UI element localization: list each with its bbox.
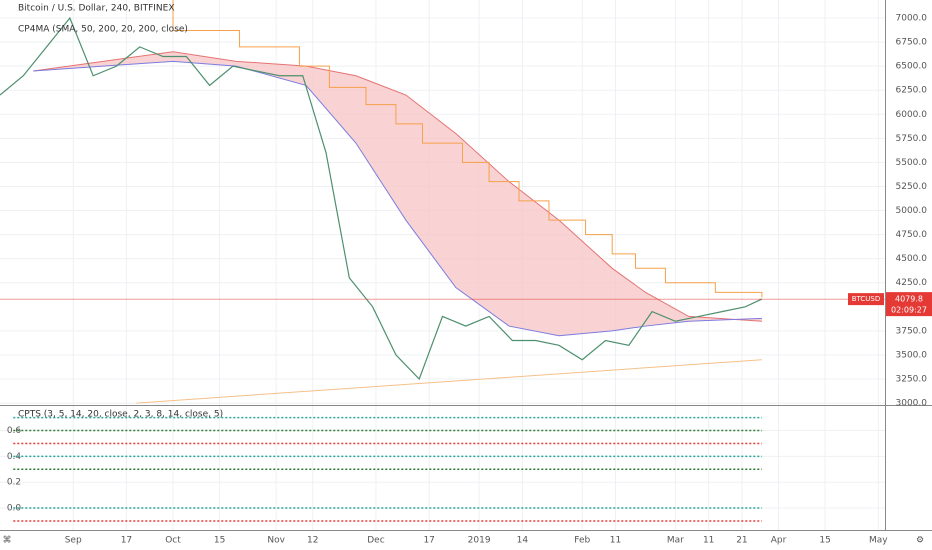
x-tick-label: 2019 [468,536,491,546]
y-tick-label: 4250.0 [896,278,928,288]
x-tick-label: Nov [267,536,285,546]
toolbar-icon[interactable]: ⌘ [3,536,12,546]
ma-cloud [33,51,762,336]
last-price-label: 4079.8 [895,295,923,304]
countdown-label: 02:09:27 [891,306,927,315]
y-tick-label: 4500.0 [896,254,928,264]
x-tick-label: Oct [165,536,181,546]
y-tick-label: 4750.0 [896,230,928,240]
oscillator-label: CPTS (3, 5, 14, 20, close, 2, 3, 8, 14, … [18,410,223,420]
x-tick-label: 14 [517,536,529,546]
lower-line [136,359,762,404]
x-tick-label: Mar [667,536,684,546]
x-tick-label: 17 [423,536,434,546]
moving-average [33,60,762,337]
symbol-label: BTCUSD [852,295,881,303]
y-tick-label: 5500.0 [896,158,928,168]
last-price-box [886,292,932,317]
x-tick-label: 11 [610,536,621,546]
toolbar-icon[interactable]: ⚙ [916,536,924,546]
y-tick-label: 3000.0 [896,399,928,409]
y-tick-label: 7000.0 [896,14,928,24]
y-tick-label: 6500.0 [896,62,928,72]
x-tick-label: May [869,536,888,546]
y-tick-label: 6750.0 [896,38,928,48]
chart-title: Bitcoin / U.S. Dollar, 240, BITFINEX [18,4,175,14]
x-tick-label: 17 [121,536,132,546]
y-tick-label: 6250.0 [896,86,928,96]
x-tick-label: 15 [819,536,830,546]
x-tick-label: Dec [367,536,384,546]
upper-step-line [172,0,763,298]
x-tick-label: Apr [771,536,787,546]
y-tick-label: 0.2 [7,478,21,488]
price-line [0,16,763,381]
y-tick-label: 5250.0 [896,182,928,192]
x-tick-label: 15 [214,536,225,546]
indicator-label: CP4MA (SMA, 50, 200, 20, 200, close) [18,25,188,35]
y-tick-label: 6000.0 [896,110,928,120]
moving-average [33,51,762,322]
x-tick-label: 21 [736,536,747,546]
y-tick-label: 3750.0 [896,326,928,336]
x-tick-label: 12 [307,536,318,546]
x-tick-label: Feb [574,536,590,546]
y-tick-label: 3500.0 [896,350,928,360]
x-tick-label: Sep [65,536,82,546]
y-tick-label: 5000.0 [896,206,928,216]
symbol-box [848,293,884,306]
y-tick-label: 5750.0 [896,134,928,144]
x-tick-label: 11 [703,536,714,546]
y-tick-label: 3250.0 [896,375,928,385]
